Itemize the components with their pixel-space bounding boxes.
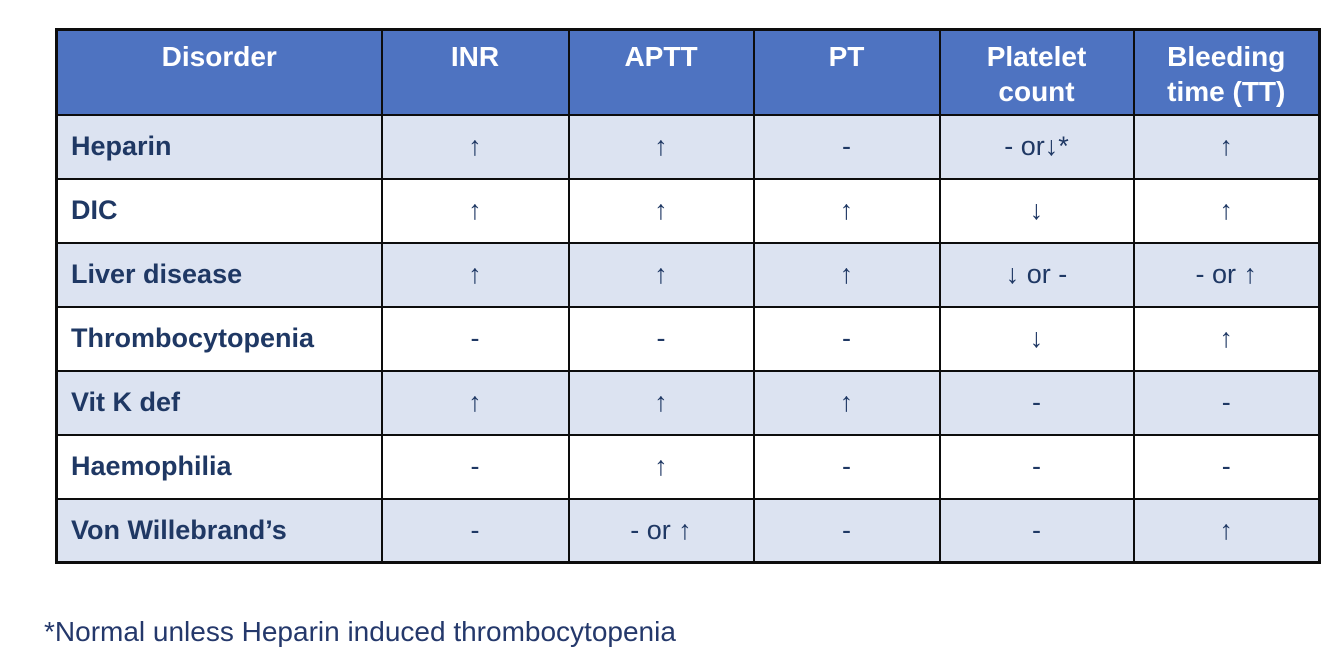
- table-row-vit-k-def: Vit K def ↑ ↑ ↑ - -: [55, 369, 1321, 436]
- cell-inr: ↑: [380, 177, 570, 244]
- col-header-aptt: APTT: [567, 28, 755, 116]
- cell-inr: -: [380, 305, 570, 372]
- col-header-disorder: Disorder: [55, 28, 383, 116]
- table-row-heparin: Heparin ↑ ↑ - - or↓* ↑: [55, 113, 1321, 180]
- row-label: Haemophilia: [55, 433, 383, 500]
- cell-aptt: ↑: [567, 113, 755, 180]
- cell-platelet: - or↓*: [938, 113, 1135, 180]
- cell-pt: -: [752, 113, 941, 180]
- row-label: Heparin: [55, 113, 383, 180]
- cell-aptt: ↑: [567, 433, 755, 500]
- cell-aptt: - or ↑: [567, 497, 755, 564]
- cell-inr: ↑: [380, 369, 570, 436]
- cell-platelet: ↓ or -: [938, 241, 1135, 308]
- table-row-dic: DIC ↑ ↑ ↑ ↓ ↑: [55, 177, 1321, 244]
- col-header-platelet-count: Platelet count: [938, 28, 1135, 116]
- col-header-inr: INR: [380, 28, 570, 116]
- cell-pt: ↑: [752, 369, 941, 436]
- table-row-von-willebrands: Von Willebrand’s - - or ↑ - - ↑: [55, 497, 1321, 564]
- cell-bleeding: ↑: [1132, 177, 1321, 244]
- cell-platelet: -: [938, 433, 1135, 500]
- row-label: Liver disease: [55, 241, 383, 308]
- cell-bleeding: -: [1132, 433, 1321, 500]
- cell-inr: -: [380, 497, 570, 564]
- row-label: Von Willebrand’s: [55, 497, 383, 564]
- cell-aptt: ↑: [567, 177, 755, 244]
- cell-pt: ↑: [752, 241, 941, 308]
- table-row-thrombocytopenia: Thrombocytopenia - - - ↓ ↑: [55, 305, 1321, 372]
- coagulation-disorders-table: Disorder INR APTT PT Platelet count Blee…: [55, 28, 1321, 564]
- cell-pt: ↑: [752, 177, 941, 244]
- cell-aptt: ↑: [567, 241, 755, 308]
- header-row: Disorder INR APTT PT Platelet count Blee…: [55, 28, 1321, 116]
- cell-bleeding: - or ↑: [1132, 241, 1321, 308]
- table-row-haemophilia: Haemophilia - ↑ - - -: [55, 433, 1321, 500]
- table-header: Disorder INR APTT PT Platelet count Blee…: [55, 28, 1321, 116]
- table-row-liver-disease: Liver disease ↑ ↑ ↑ ↓ or - - or ↑: [55, 241, 1321, 308]
- cell-pt: -: [752, 497, 941, 564]
- cell-platelet: -: [938, 369, 1135, 436]
- cell-inr: ↑: [380, 241, 570, 308]
- col-header-pt: PT: [752, 28, 941, 116]
- cell-inr: ↑: [380, 113, 570, 180]
- cell-platelet: -: [938, 497, 1135, 564]
- row-label: Vit K def: [55, 369, 383, 436]
- table-body: Heparin ↑ ↑ - - or↓* ↑ DIC ↑ ↑ ↑ ↓ ↑ Liv…: [55, 113, 1321, 564]
- cell-bleeding: ↑: [1132, 305, 1321, 372]
- cell-platelet: ↓: [938, 177, 1135, 244]
- cell-inr: -: [380, 433, 570, 500]
- cell-bleeding: ↑: [1132, 497, 1321, 564]
- cell-aptt: -: [567, 305, 755, 372]
- row-label: Thrombocytopenia: [55, 305, 383, 372]
- cell-pt: -: [752, 305, 941, 372]
- cell-platelet: ↓: [938, 305, 1135, 372]
- row-label: DIC: [55, 177, 383, 244]
- cell-bleeding: -: [1132, 369, 1321, 436]
- cell-aptt: ↑: [567, 369, 755, 436]
- cell-bleeding: ↑: [1132, 113, 1321, 180]
- cell-pt: -: [752, 433, 941, 500]
- col-header-bleeding-time: Bleeding time (TT): [1132, 28, 1321, 116]
- footnote-text: *Normal unless Heparin induced thrombocy…: [44, 616, 676, 647]
